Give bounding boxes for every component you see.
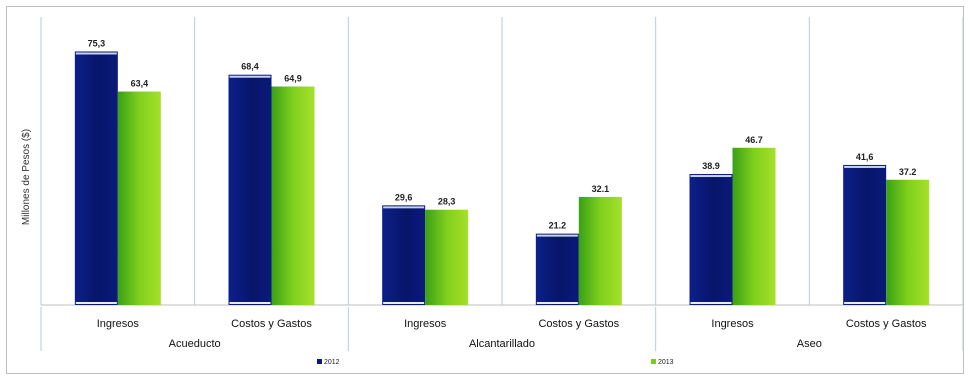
bar-2012-6 <box>843 164 887 305</box>
bar-highlight-bottom <box>536 302 578 304</box>
bar-highlight-top <box>690 175 732 178</box>
group-label: Aseo <box>797 338 822 350</box>
data-label: 41,6 <box>856 152 874 162</box>
data-label: 21.2 <box>549 221 567 231</box>
bar-2013-3 <box>425 209 469 305</box>
bar-2013-4 <box>578 196 622 305</box>
data-label: 37.2 <box>899 167 917 177</box>
bar-highlight-bottom <box>844 302 886 304</box>
x-tick-label: Ingresos <box>97 318 140 330</box>
data-label: 29,6 <box>395 192 413 202</box>
bar-2012-2 <box>228 74 272 306</box>
data-label: 38.9 <box>702 161 720 171</box>
bar-highlight-top <box>383 206 425 209</box>
legend-label-2013: 2013 <box>658 359 674 366</box>
bar-highlight-top <box>229 75 271 78</box>
data-label: 32.1 <box>592 184 610 194</box>
data-label: 46.7 <box>745 135 763 145</box>
data-label: 68,4 <box>241 62 259 72</box>
bar-2012-5 <box>689 174 733 305</box>
legend-swatch-2012 <box>317 359 322 364</box>
bar-highlight-top <box>844 165 886 168</box>
bar-2013-6 <box>886 179 930 305</box>
x-tick-label: Ingresos <box>711 318 754 330</box>
group-label: Acueducto <box>169 338 221 350</box>
y-axis-label: Millones de Pesos ($) <box>21 129 32 225</box>
x-tick-label: Costos y Gastos <box>231 318 312 330</box>
bar-2013-2 <box>271 86 315 305</box>
bar-2012-3 <box>382 205 426 305</box>
chart-frame: 75,3 68,4 29,6 21.2 38.9 41,6 63,4 64,9 28,3 32.1… <box>6 6 964 374</box>
x-tick-label: Ingresos <box>404 318 447 330</box>
x-tick-label: Costos y Gastos <box>538 318 619 330</box>
bar-highlight-bottom <box>229 302 271 304</box>
legend-swatch-2013 <box>651 359 656 364</box>
bar-highlight-top <box>75 52 117 55</box>
group-label: Alcantarillado <box>469 338 535 350</box>
bar-2012-4 <box>535 233 579 305</box>
bar-2013-5 <box>732 147 776 305</box>
legend-label-2012: 2012 <box>324 359 340 366</box>
data-label: 64,9 <box>284 73 302 83</box>
bar-highlight-top <box>536 234 578 237</box>
bar-2012-1 <box>74 51 118 305</box>
bar-highlight-bottom <box>75 302 117 304</box>
data-label: 28,3 <box>438 197 456 207</box>
x-tick-label: Costos y Gastos <box>846 318 927 330</box>
data-label: 75,3 <box>88 38 106 48</box>
data-label: 63,4 <box>131 79 149 89</box>
bar-highlight-bottom <box>690 302 732 304</box>
bar-highlight-bottom <box>383 302 425 304</box>
bar-chart: 75,3 68,4 29,6 21.2 38.9 41,6 63,4 64,9 28,3 32.1… <box>21 17 964 366</box>
bar-2013-1 <box>117 91 161 305</box>
